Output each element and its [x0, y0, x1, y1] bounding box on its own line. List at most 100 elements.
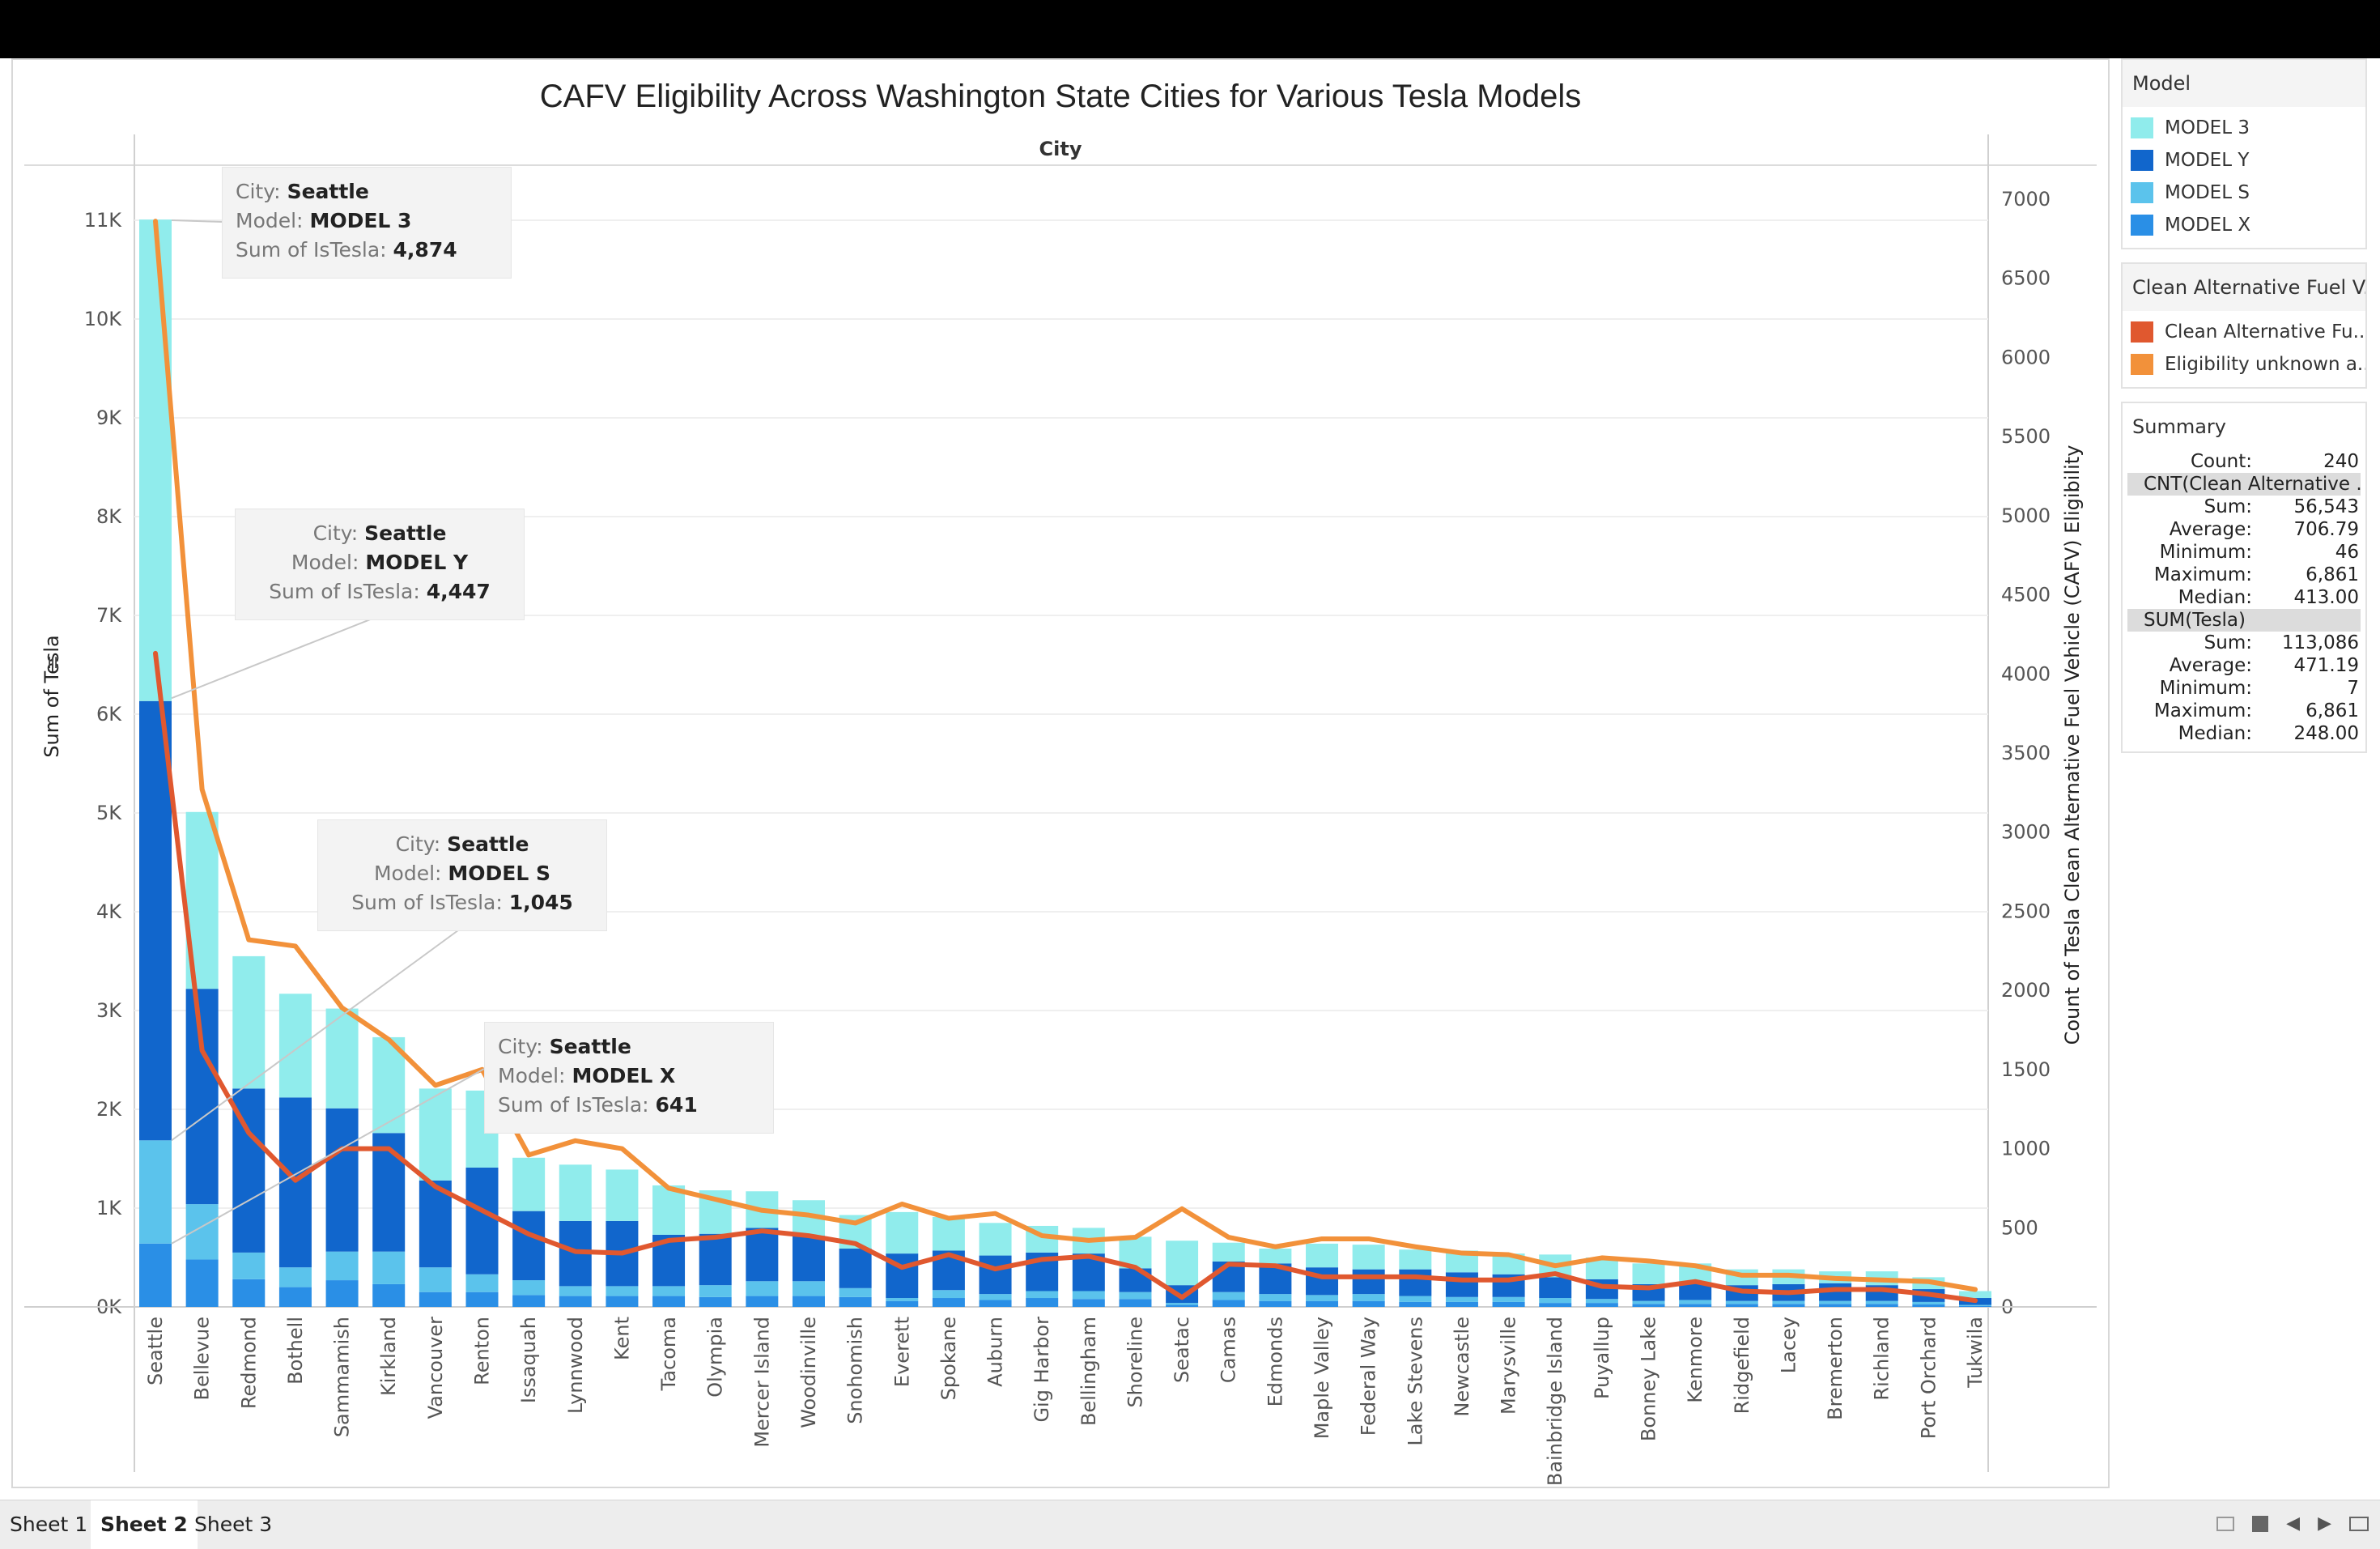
bar-segment — [699, 1296, 732, 1307]
bar-segment — [606, 1296, 639, 1307]
left-tick-label: 10K — [84, 308, 123, 330]
category-label: Marysville — [1498, 1317, 1520, 1415]
bar-segment — [1212, 1300, 1245, 1307]
category-label: Mercer Island — [750, 1317, 773, 1448]
legend-swatch — [2131, 321, 2153, 343]
bar-segment — [1306, 1267, 1339, 1296]
bar-segment — [232, 955, 266, 1089]
legend-item-model-s[interactable]: MODEL S — [2123, 177, 2365, 209]
bar-segment — [652, 1185, 686, 1235]
bar-segment — [1492, 1301, 1525, 1307]
cafv-legend: Clean Alternative Fuel V... Clean Altern… — [2121, 262, 2367, 389]
bar-segment — [1445, 1296, 1478, 1302]
tab-sheet-3[interactable]: Sheet 3 — [194, 1513, 273, 1536]
bar-segment — [1166, 1304, 1199, 1307]
bar-segment — [1492, 1296, 1525, 1302]
left-tick-label: 9K — [96, 406, 122, 429]
bar-segment — [886, 1300, 919, 1307]
legend-swatch — [2131, 215, 2153, 236]
category-label: Issaquah — [517, 1317, 540, 1403]
category-label: Bainbridge Island — [1544, 1317, 1566, 1486]
bar-segment — [1026, 1298, 1059, 1307]
bar-segment — [512, 1295, 546, 1307]
bar-segment — [1632, 1263, 1665, 1284]
top-black-bar — [0, 0, 2380, 58]
left-tick-label: 6K — [96, 703, 122, 726]
summary-group1-title: CNT(Clean Alternative ... — [2127, 473, 2361, 496]
bar-segment — [839, 1287, 872, 1297]
filmstrip-icon[interactable] — [2216, 1516, 2235, 1531]
bar-segment — [1959, 1305, 1991, 1307]
left-tick-label: 5K — [96, 802, 122, 824]
left-tick-label: 1K — [96, 1197, 122, 1219]
bar-segment — [746, 1281, 779, 1296]
category-label: Olympia — [704, 1317, 727, 1398]
bar-segment — [185, 1204, 219, 1260]
bar-segment — [559, 1164, 592, 1221]
bar-segment — [932, 1216, 965, 1251]
category-label: Seatac — [1171, 1317, 1193, 1383]
single-sheet-icon[interactable] — [2252, 1515, 2269, 1532]
bar-segment — [1399, 1301, 1432, 1307]
bar-segment — [652, 1286, 686, 1296]
bar-segment — [1119, 1299, 1152, 1307]
legend-item-cafv-eligible[interactable]: Clean Alternative Fu.. — [2123, 316, 2365, 348]
category-label: Renton — [470, 1317, 493, 1385]
bar-segment — [979, 1294, 1012, 1300]
eligibility-unknown-line — [153, 219, 1978, 1292]
previous-sheet-icon[interactable]: ◀ — [2286, 1513, 2301, 1534]
bar-segment — [139, 219, 172, 701]
right-tick-label: 2500 — [2001, 900, 2051, 922]
next-sheet-icon[interactable]: ▶ — [2318, 1513, 2331, 1534]
right-tick-label: 6000 — [2001, 346, 2051, 368]
bar-segment — [512, 1157, 546, 1211]
bar-segment — [1259, 1249, 1292, 1264]
category-label: Bothell — [284, 1317, 307, 1385]
legend-item-model-y[interactable]: MODEL Y — [2123, 144, 2365, 177]
column-header-city: City — [1039, 138, 1082, 160]
summary-group2-title: SUM(Tesla) — [2127, 609, 2361, 632]
bar-segment — [512, 1280, 546, 1296]
bar-segment — [559, 1286, 592, 1296]
right-tick-label: 6500 — [2001, 267, 2051, 290]
bar-segment — [139, 1140, 172, 1244]
bar-segment — [1772, 1304, 1805, 1307]
category-label: Spokane — [937, 1317, 960, 1400]
tooltip-leader-line — [171, 219, 223, 223]
category-label: Bonney Lake — [1638, 1317, 1660, 1441]
category-label: Lynnwood — [564, 1317, 587, 1414]
bar-segment — [606, 1169, 639, 1221]
bar-segment — [1959, 1291, 1991, 1299]
bar-segment — [1959, 1304, 1991, 1306]
legend-item-model-3[interactable]: MODEL 3 — [2123, 112, 2365, 144]
category-label: Bellingham — [1077, 1317, 1100, 1426]
presentation-icon[interactable] — [2349, 1516, 2369, 1531]
tooltip-leader-line — [171, 615, 381, 700]
bar-segment — [1632, 1304, 1665, 1307]
category-label: Richland — [1871, 1317, 1893, 1401]
bar-segment — [185, 989, 219, 1205]
category-label: Lacey — [1777, 1317, 1800, 1373]
bar-segment — [839, 1249, 872, 1288]
category-label: Bremerton — [1824, 1317, 1847, 1420]
bar-segment — [465, 1167, 499, 1275]
category-label: Newcastle — [1451, 1317, 1473, 1417]
bar-segment — [1306, 1243, 1339, 1268]
legend-item-model-x[interactable]: MODEL X — [2123, 209, 2365, 241]
summary-row: Median: 248.00 — [2178, 723, 2359, 744]
tab-sheet-1[interactable]: Sheet 1 — [10, 1513, 88, 1536]
right-tick-label: 4000 — [2001, 662, 2051, 685]
bar-segment — [1119, 1292, 1152, 1300]
bar-segment — [325, 1008, 359, 1109]
right-tick-label: 7000 — [2001, 188, 2051, 211]
bar-segment — [1306, 1300, 1339, 1307]
summary-row: Average: 706.79 — [2169, 519, 2359, 540]
summary-row: Median: 413.00 — [2178, 587, 2359, 608]
left-tick-label: 3K — [96, 999, 122, 1022]
summary-row: Maximum: 6,861 — [2153, 700, 2359, 721]
tooltip-model-y: City: Seattle Model: MODEL Y Sum of IsTe… — [235, 509, 525, 620]
tab-sheet-2[interactable]: Sheet 2 — [91, 1500, 198, 1549]
bar-segment — [1166, 1303, 1199, 1305]
bar-segment — [419, 1267, 452, 1292]
legend-item-eligibility-unknown[interactable]: Eligibility unknown a.. — [2123, 348, 2365, 381]
